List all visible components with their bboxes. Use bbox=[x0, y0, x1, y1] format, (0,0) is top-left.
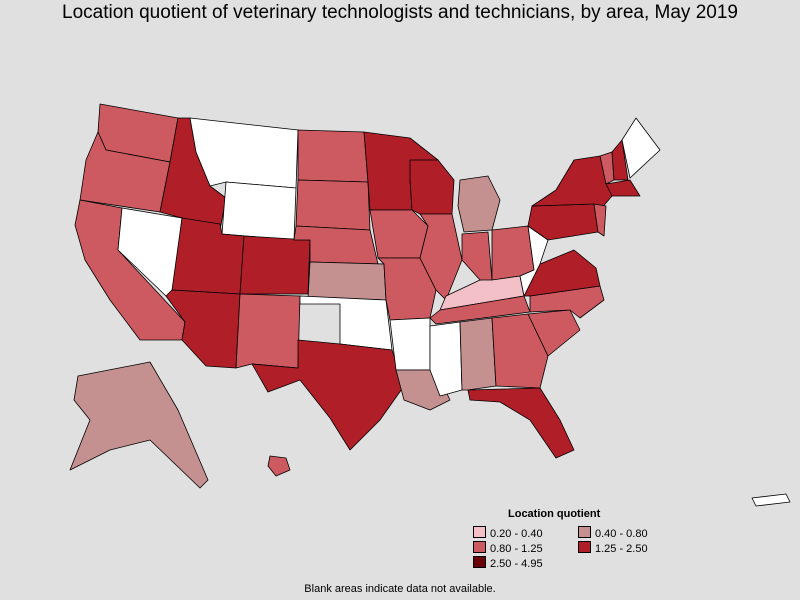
region-texas bbox=[251, 339, 405, 451]
legend-label: 0.80 - 1.25 bbox=[490, 543, 543, 555]
region-wisconsin bbox=[409, 159, 455, 215]
region-south-dakota bbox=[295, 179, 371, 231]
region-alaska bbox=[69, 361, 209, 489]
region-new-mexico bbox=[235, 293, 301, 369]
region-new-jersey bbox=[593, 203, 607, 237]
legend-label: 2.50 - 4.95 bbox=[490, 558, 543, 570]
legend-swatch bbox=[473, 556, 486, 568]
region-georgia bbox=[491, 313, 549, 389]
legend-label: 0.40 - 0.80 bbox=[595, 528, 648, 540]
legend-swatch bbox=[473, 541, 486, 553]
map-title: Location quotient of veterinary technolo… bbox=[62, 2, 738, 23]
footnote: Blank areas indicate data not available. bbox=[304, 583, 496, 595]
legend-swatch bbox=[473, 526, 486, 538]
region-indiana bbox=[461, 231, 493, 281]
region-arkansas bbox=[389, 317, 431, 371]
region-hawaii bbox=[267, 455, 291, 477]
region-ohio bbox=[491, 225, 535, 281]
region-colorado bbox=[239, 235, 311, 295]
region-mississippi bbox=[429, 321, 463, 397]
region-illinois bbox=[419, 213, 463, 301]
legend-item: 0.80 - 1.25 bbox=[473, 541, 543, 555]
region-north-dakota bbox=[297, 129, 369, 183]
legend: Location quotient 0.20 - 0.40 0.40 - 0.8… bbox=[468, 508, 668, 574]
legend-title: Location quotient bbox=[508, 508, 601, 520]
region-kansas bbox=[307, 261, 387, 301]
region-alabama bbox=[459, 317, 497, 391]
region-maine bbox=[621, 117, 661, 179]
legend-label: 0.20 - 0.40 bbox=[490, 528, 543, 540]
region-michigan bbox=[457, 175, 501, 233]
region-iowa bbox=[369, 209, 429, 259]
region-tennessee bbox=[429, 295, 531, 325]
region-montana bbox=[189, 117, 299, 189]
legend-item: 0.40 - 0.80 bbox=[578, 526, 648, 540]
legend-item: 2.50 - 4.95 bbox=[473, 556, 543, 570]
legend-swatch bbox=[578, 541, 591, 553]
region-new-york bbox=[531, 155, 613, 211]
legend-item: 0.20 - 0.40 bbox=[473, 526, 543, 540]
legend-item: 1.25 - 2.50 bbox=[578, 541, 648, 555]
region-massachusetts bbox=[605, 179, 641, 197]
legend-swatch bbox=[578, 526, 591, 538]
legend-label: 1.25 - 2.50 bbox=[595, 543, 648, 555]
region-puerto-rico bbox=[751, 493, 791, 507]
region-wyoming bbox=[221, 181, 297, 241]
region-florida bbox=[467, 387, 575, 459]
region-south-carolina bbox=[527, 309, 581, 357]
